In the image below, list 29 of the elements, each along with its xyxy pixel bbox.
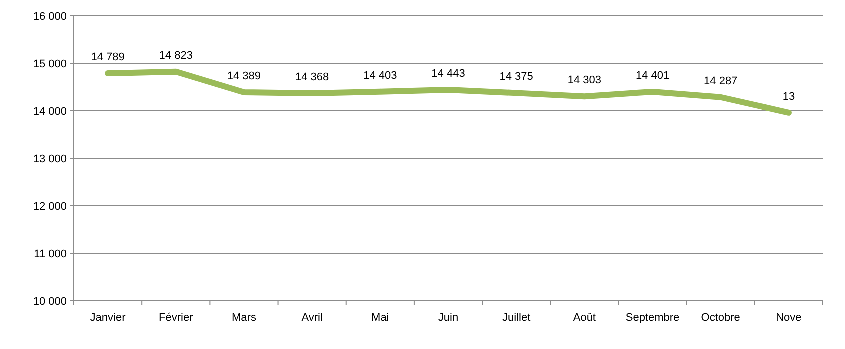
y-tick-label: 13 000 [33, 153, 67, 166]
data-label: 14 389 [227, 70, 262, 83]
y-tick-label: 10 000 [33, 296, 67, 308]
x-tick-label: Septembre [626, 312, 680, 324]
x-tick-label: Nove [776, 312, 802, 324]
x-tick-label: Octobre [701, 312, 740, 324]
y-tick-label: 16 000 [33, 10, 67, 23]
data-label: 14 789 [91, 52, 125, 64]
x-tick-label: Juillet [502, 312, 531, 324]
data-label: 14 401 [636, 70, 670, 82]
data-label: 14 443 [432, 68, 466, 80]
y-tick-label: 15 000 [33, 58, 67, 70]
y-tick-label: 11 000 [34, 248, 67, 260]
x-tick-label: Mars [232, 312, 257, 324]
x-tick-label: Juin [438, 312, 459, 324]
x-tick-label: Février [159, 312, 194, 324]
data-label: 14 403 [364, 70, 398, 82]
y-tick-label: 12 000 [33, 200, 67, 213]
data-label: 14 368 [295, 72, 330, 84]
x-tick-label: Janvier [90, 312, 126, 324]
data-label: 14 823 [159, 50, 193, 62]
annotation: 13 [782, 90, 796, 103]
x-tick-label: Avril [302, 312, 323, 324]
x-tick-label: Août [573, 312, 596, 324]
data-label: 14 375 [500, 71, 534, 84]
y-tick-label: 14 000 [33, 106, 67, 118]
data-label: 14 303 [568, 74, 602, 87]
data-label: 14 287 [704, 75, 738, 88]
x-tick-label: Mai [372, 312, 390, 324]
